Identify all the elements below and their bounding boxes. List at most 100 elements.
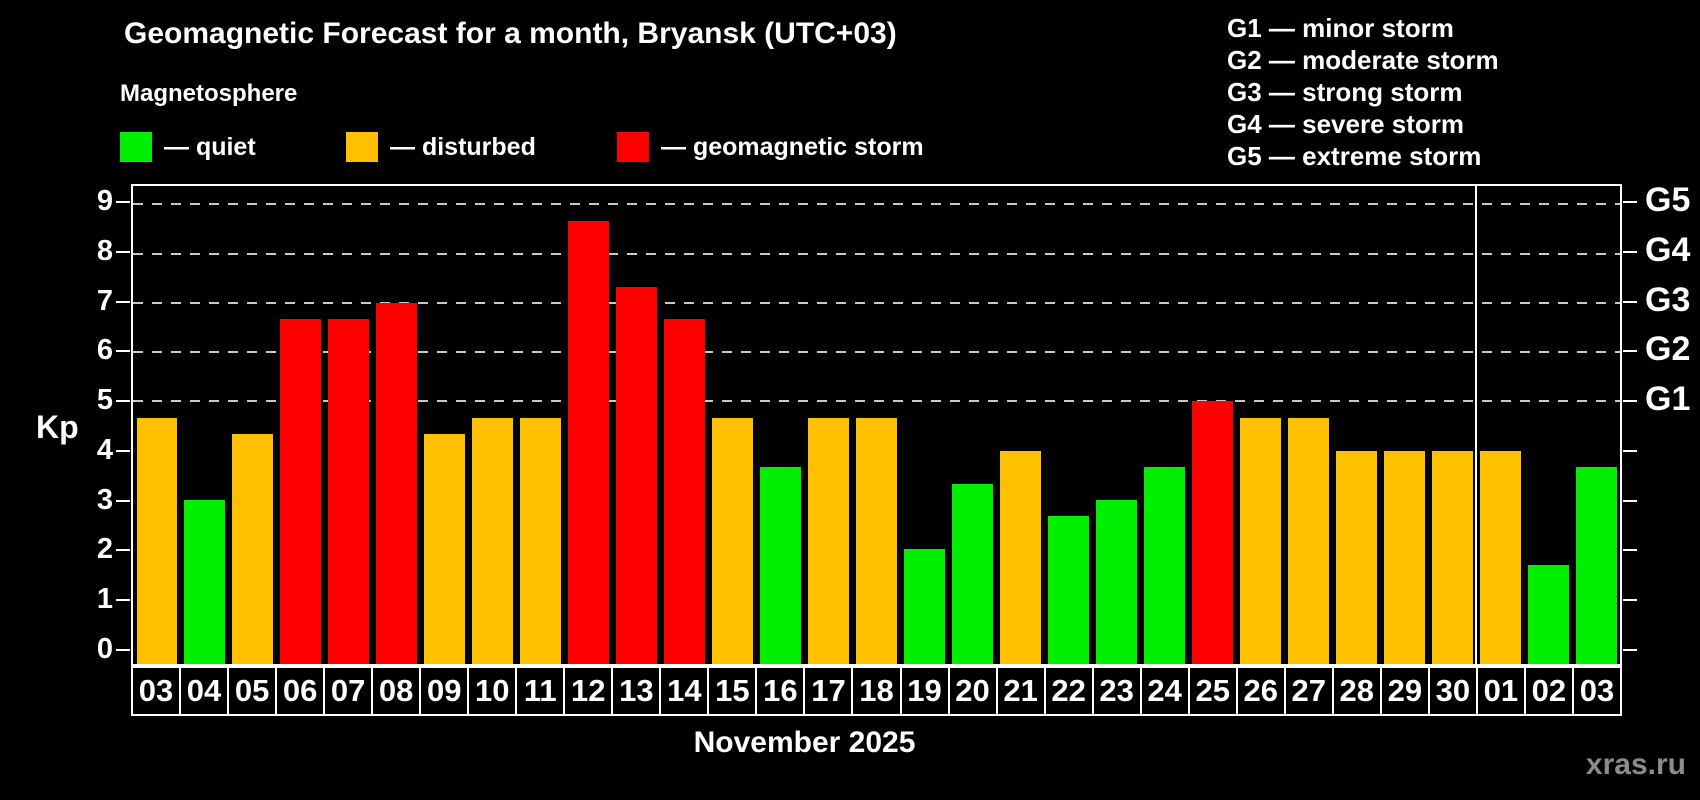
day-label-cell: 01 xyxy=(1475,666,1526,716)
disturbed-color-swatch xyxy=(346,132,378,162)
right-axis-label-G1: G1 xyxy=(1645,380,1691,419)
y-axis-title: Kp xyxy=(36,409,79,445)
kp-bar xyxy=(1239,417,1281,664)
day-label-cell: 12 xyxy=(563,666,614,716)
y-tick-mark-right xyxy=(1623,251,1637,254)
y-tick-mark-left xyxy=(116,251,130,254)
day-label-cell: 22 xyxy=(1043,666,1094,716)
bar-slot-day-28 xyxy=(1332,186,1380,664)
kp-bar xyxy=(184,499,226,664)
bar-slot-day-10 xyxy=(469,186,517,664)
day-label-cell: 04 xyxy=(179,666,230,716)
day-label-cell: 09 xyxy=(419,666,470,716)
y-tick-mark-right xyxy=(1623,499,1637,502)
bar-slot-day-02 xyxy=(1524,186,1572,664)
day-label-cell: 13 xyxy=(611,666,662,716)
y-tick-mark-left xyxy=(116,300,130,303)
kp-bar xyxy=(712,417,754,664)
bar-slot-day-21 xyxy=(996,186,1044,664)
kp-bar xyxy=(1143,466,1185,664)
bar-slot-day-29 xyxy=(1380,186,1428,664)
y-tick-label: 7 xyxy=(96,284,113,317)
kp-bar xyxy=(1335,450,1377,664)
y-tick-mark-right xyxy=(1623,449,1637,452)
kp-bar xyxy=(760,466,802,664)
y-tick-mark-right xyxy=(1623,598,1637,601)
bar-slot-day-11 xyxy=(517,186,565,664)
bar-slot-day-16 xyxy=(757,186,805,664)
bar-slot-day-09 xyxy=(421,186,469,664)
day-label-cell: 03 xyxy=(1571,666,1622,716)
bar-slot-day-18 xyxy=(853,186,901,664)
right-axis-label-G4: G4 xyxy=(1645,231,1691,270)
bar-slot-day-23 xyxy=(1092,186,1140,664)
bar-series xyxy=(133,186,1620,664)
y-tick-label: 4 xyxy=(96,433,113,466)
day-label-cell: 03 xyxy=(131,666,182,716)
y-tick-mark-left xyxy=(116,350,130,353)
kp-bar xyxy=(328,319,370,664)
kp-bar xyxy=(232,434,274,664)
y-tick-mark-left xyxy=(116,400,130,403)
kp-bar xyxy=(1383,450,1425,664)
bar-slot-day-06 xyxy=(277,186,325,664)
y-tick-mark-right xyxy=(1623,549,1637,552)
kp-bar xyxy=(1431,450,1473,664)
gridline-kp-5 xyxy=(133,400,1620,403)
g-scale-legend-line: G5 — extreme storm xyxy=(1227,141,1482,171)
bar-slot-day-14 xyxy=(661,186,709,664)
y-tick-mark-left xyxy=(116,598,130,601)
day-label-cell: 23 xyxy=(1091,666,1142,716)
kp-bar xyxy=(1287,417,1329,664)
y-tick-label: 5 xyxy=(96,384,113,417)
kp-bar xyxy=(1191,401,1233,664)
g-scale-legend-line: G1 — minor storm xyxy=(1227,13,1454,43)
kp-bar xyxy=(616,286,658,664)
bar-slot-day-30 xyxy=(1428,186,1476,664)
gridline-kp-9 xyxy=(133,203,1620,206)
legend-label-storm: — geomagnetic storm xyxy=(661,132,924,161)
day-label-cell: 20 xyxy=(947,666,998,716)
kp-bar xyxy=(999,450,1041,664)
day-label-cell: 08 xyxy=(371,666,422,716)
bar-slot-day-04 xyxy=(181,186,229,664)
y-tick-label: 1 xyxy=(96,582,113,615)
g-scale-legend-line: G4 — severe storm xyxy=(1227,109,1465,139)
kp-bar xyxy=(904,549,945,664)
day-label-cell: 07 xyxy=(323,666,374,716)
gridline-kp-7 xyxy=(133,301,1620,304)
day-label-cell: 30 xyxy=(1427,666,1478,716)
day-label-cell: 02 xyxy=(1523,666,1574,716)
quiet-color-swatch xyxy=(120,132,152,162)
day-label-cell: 06 xyxy=(275,666,326,716)
day-label-cell: 10 xyxy=(467,666,518,716)
day-label-cell: 14 xyxy=(659,666,710,716)
y-tick-label: 0 xyxy=(96,632,113,665)
y-tick-mark-right xyxy=(1623,300,1637,303)
bar-slot-day-01 xyxy=(1476,186,1524,664)
legend-label-quiet: — quiet xyxy=(164,132,256,161)
kp-bar xyxy=(568,220,610,664)
watermark: xras.ru xyxy=(1585,748,1686,781)
kp-bar xyxy=(808,417,850,664)
day-label-cell: 17 xyxy=(803,666,854,716)
right-axis-label-G3: G3 xyxy=(1645,280,1691,319)
storm-color-swatch xyxy=(617,132,649,162)
y-tick-mark-right xyxy=(1623,201,1637,204)
kp-bar xyxy=(280,319,322,664)
y-tick-mark-right xyxy=(1623,400,1637,403)
day-label-cell: 26 xyxy=(1235,666,1286,716)
kp-bar xyxy=(472,417,514,664)
gridline-kp-8 xyxy=(133,252,1620,255)
y-tick-mark-left xyxy=(116,549,130,552)
legend-item-storm: — geomagnetic storm xyxy=(617,131,924,163)
plot-area xyxy=(131,184,1622,666)
kp-bar xyxy=(951,483,993,664)
right-axis-label-G5: G5 xyxy=(1645,181,1691,220)
g-scale-legend-line: G3 — strong storm xyxy=(1227,77,1463,107)
bar-slot-day-13 xyxy=(613,186,661,664)
kp-bar xyxy=(1479,450,1521,664)
g-scale-legend: G1 — minor storm G2 — moderate storm G3 — … xyxy=(1227,12,1499,172)
bar-slot-day-22 xyxy=(1044,186,1092,664)
